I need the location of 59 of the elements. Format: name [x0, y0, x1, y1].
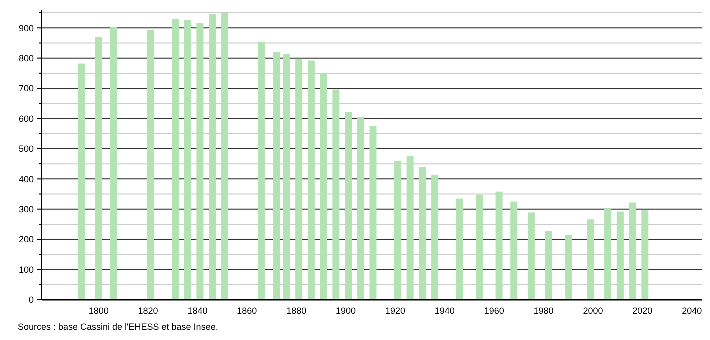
y-tick-label: 500 — [18, 144, 34, 154]
x-tick-label: 1880 — [286, 306, 307, 316]
y-tick-label: 200 — [18, 234, 34, 245]
bar — [642, 210, 649, 300]
bar — [528, 212, 535, 300]
bar — [616, 212, 624, 300]
bar — [357, 118, 364, 300]
x-tick-label: 1960 — [484, 306, 504, 316]
x-tick-label: 1840 — [188, 306, 208, 316]
y-tick-label: 800 — [18, 53, 34, 64]
bar — [184, 20, 192, 300]
bar — [78, 64, 86, 300]
bar — [296, 58, 303, 300]
bar — [629, 202, 636, 300]
bar — [196, 22, 204, 300]
y-tick-label: 0 — [28, 295, 34, 306]
x-tick-label: 1820 — [138, 306, 158, 316]
x-tick-label: 1920 — [385, 306, 406, 316]
bar — [370, 126, 377, 300]
bar — [221, 13, 228, 300]
y-tick-label: 700 — [18, 84, 34, 94]
bar — [95, 37, 102, 300]
x-tick-label: 1940 — [434, 306, 455, 316]
x-tick-label: 2040 — [682, 306, 702, 316]
y-tick-label: 100 — [18, 264, 34, 275]
x-tick-label: 1800 — [88, 306, 109, 316]
bar — [587, 220, 594, 300]
bar — [147, 30, 154, 300]
bar — [258, 42, 266, 300]
x-tick-label: 1980 — [534, 306, 554, 316]
y-tick-label: 400 — [18, 174, 34, 184]
bar — [406, 156, 414, 300]
bar — [565, 235, 572, 300]
bar — [545, 231, 552, 300]
bar — [110, 27, 118, 300]
bar — [456, 198, 464, 300]
bar — [332, 90, 340, 300]
bar — [394, 161, 402, 300]
bar — [476, 194, 484, 300]
bar — [345, 112, 352, 300]
y-tick-label: 300 — [18, 204, 34, 215]
bar — [432, 174, 439, 300]
x-tick-label: 2000 — [583, 306, 604, 316]
x-tick-label: 1900 — [336, 306, 356, 316]
bar — [283, 54, 290, 300]
x-tick-label: 2020 — [632, 306, 653, 316]
bar — [273, 52, 280, 300]
bar — [419, 167, 426, 300]
source-note: Sources : base Cassini de l'EHESS et base Insee. — [18, 322, 218, 332]
y-tick-label: 900 — [18, 23, 34, 34]
bar — [308, 60, 315, 300]
bar — [320, 74, 328, 300]
bar — [496, 192, 503, 300]
bar — [510, 202, 518, 300]
bar — [209, 14, 216, 300]
x-tick-label: 1860 — [237, 306, 258, 316]
bar — [172, 19, 179, 300]
y-tick-label: 600 — [18, 114, 34, 124]
bar — [604, 208, 612, 300]
